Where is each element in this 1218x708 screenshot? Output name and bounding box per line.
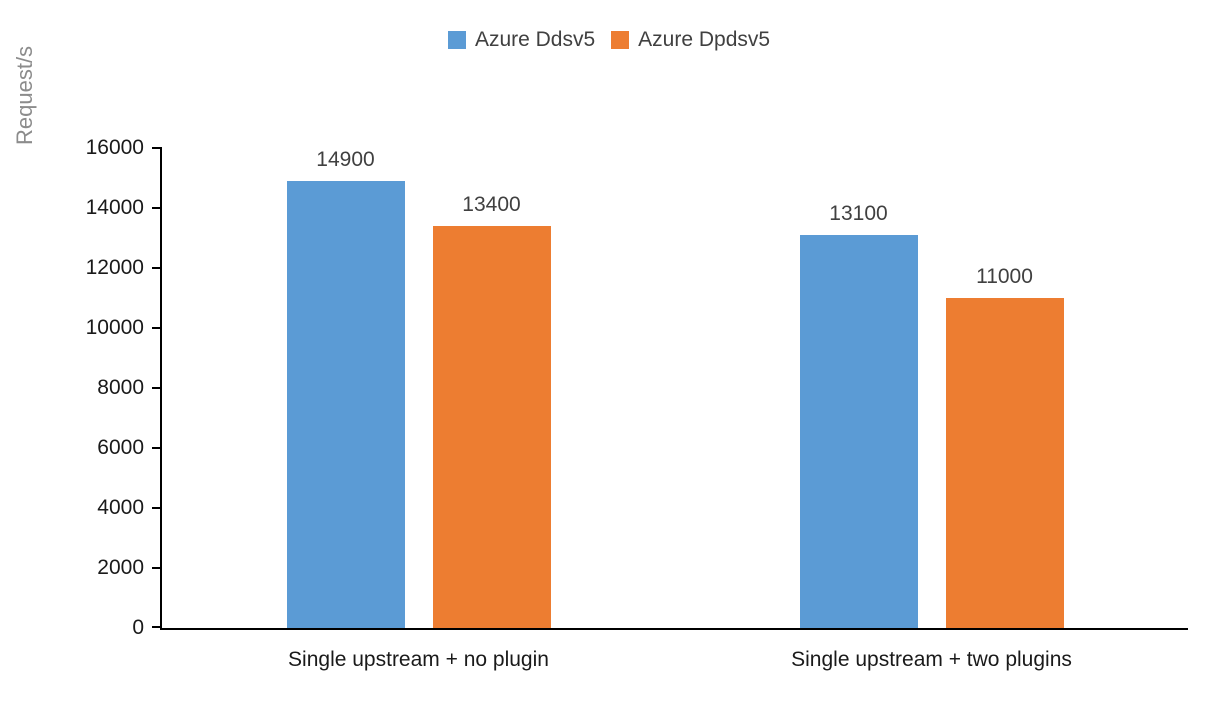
y-axis-title: Request/s	[12, 45, 37, 146]
y-axis-tick-mark	[152, 447, 162, 449]
y-axis-tick-label: 8000	[97, 376, 144, 399]
legend-item-azure-ddsv5: Azure Ddsv5	[447, 28, 596, 52]
y-axis-tick-mark	[152, 327, 162, 329]
legend-label-azure-ddsv5: Azure Ddsv5	[474, 28, 596, 51]
x-axis-category-label: Single upstream + no plugin	[288, 648, 549, 671]
x-axis-category-label: Single upstream + two plugins	[791, 648, 1072, 671]
bar-value-label: 13400	[462, 193, 521, 216]
y-axis-tick-mark	[152, 567, 162, 569]
y-axis-tick-label: 4000	[97, 496, 144, 519]
legend-swatch-orange-icon	[611, 31, 630, 49]
bar-group: 14900 13400	[286, 148, 551, 628]
bar-group: 13100 11000	[799, 202, 1064, 628]
y-axis-tick-mark	[152, 507, 162, 509]
legend: Azure Ddsv5 Azure Dpdsv5	[0, 28, 1218, 52]
bar-value-label: 11000	[976, 265, 1033, 288]
bar-value-label: 14900	[316, 148, 375, 171]
y-axis-tick-label: 12000	[85, 256, 144, 279]
y-axis-tick-label: 2000	[97, 556, 144, 579]
bar-azure-ddsv5: 14900	[286, 148, 405, 628]
y-axis-tick-label: 6000	[97, 436, 144, 459]
plot-area: 0 2000 4000 6000 8000 10000 12000 14000 16000 149…	[86, 136, 1188, 671]
y-axis-tick-mark	[152, 626, 162, 628]
y-axis-tick-mark	[152, 207, 162, 209]
bar-value-label: 13100	[829, 202, 888, 225]
legend-swatch-blue-icon	[447, 31, 466, 49]
y-axis-tick-label: 16000	[85, 136, 144, 159]
y-axis-tick-label: 10000	[85, 316, 144, 339]
legend-item-azure-dpdsv5: Azure Dpdsv5	[611, 28, 770, 52]
y-axis-tick-mark	[152, 267, 162, 269]
legend-label-azure-dpdsv5: Azure Dpdsv5	[638, 28, 771, 51]
y-axis-tick-label: 0	[132, 616, 144, 639]
bar-azure-dpdsv5: 13400	[432, 193, 551, 628]
y-axis-tick-mark	[152, 387, 162, 389]
y-axis-tick-mark	[152, 147, 162, 149]
bar-azure-dpdsv5: 11000	[945, 265, 1064, 628]
y-axis-tick-label: 14000	[85, 196, 144, 219]
bar-azure-ddsv5: 13100	[799, 202, 918, 628]
